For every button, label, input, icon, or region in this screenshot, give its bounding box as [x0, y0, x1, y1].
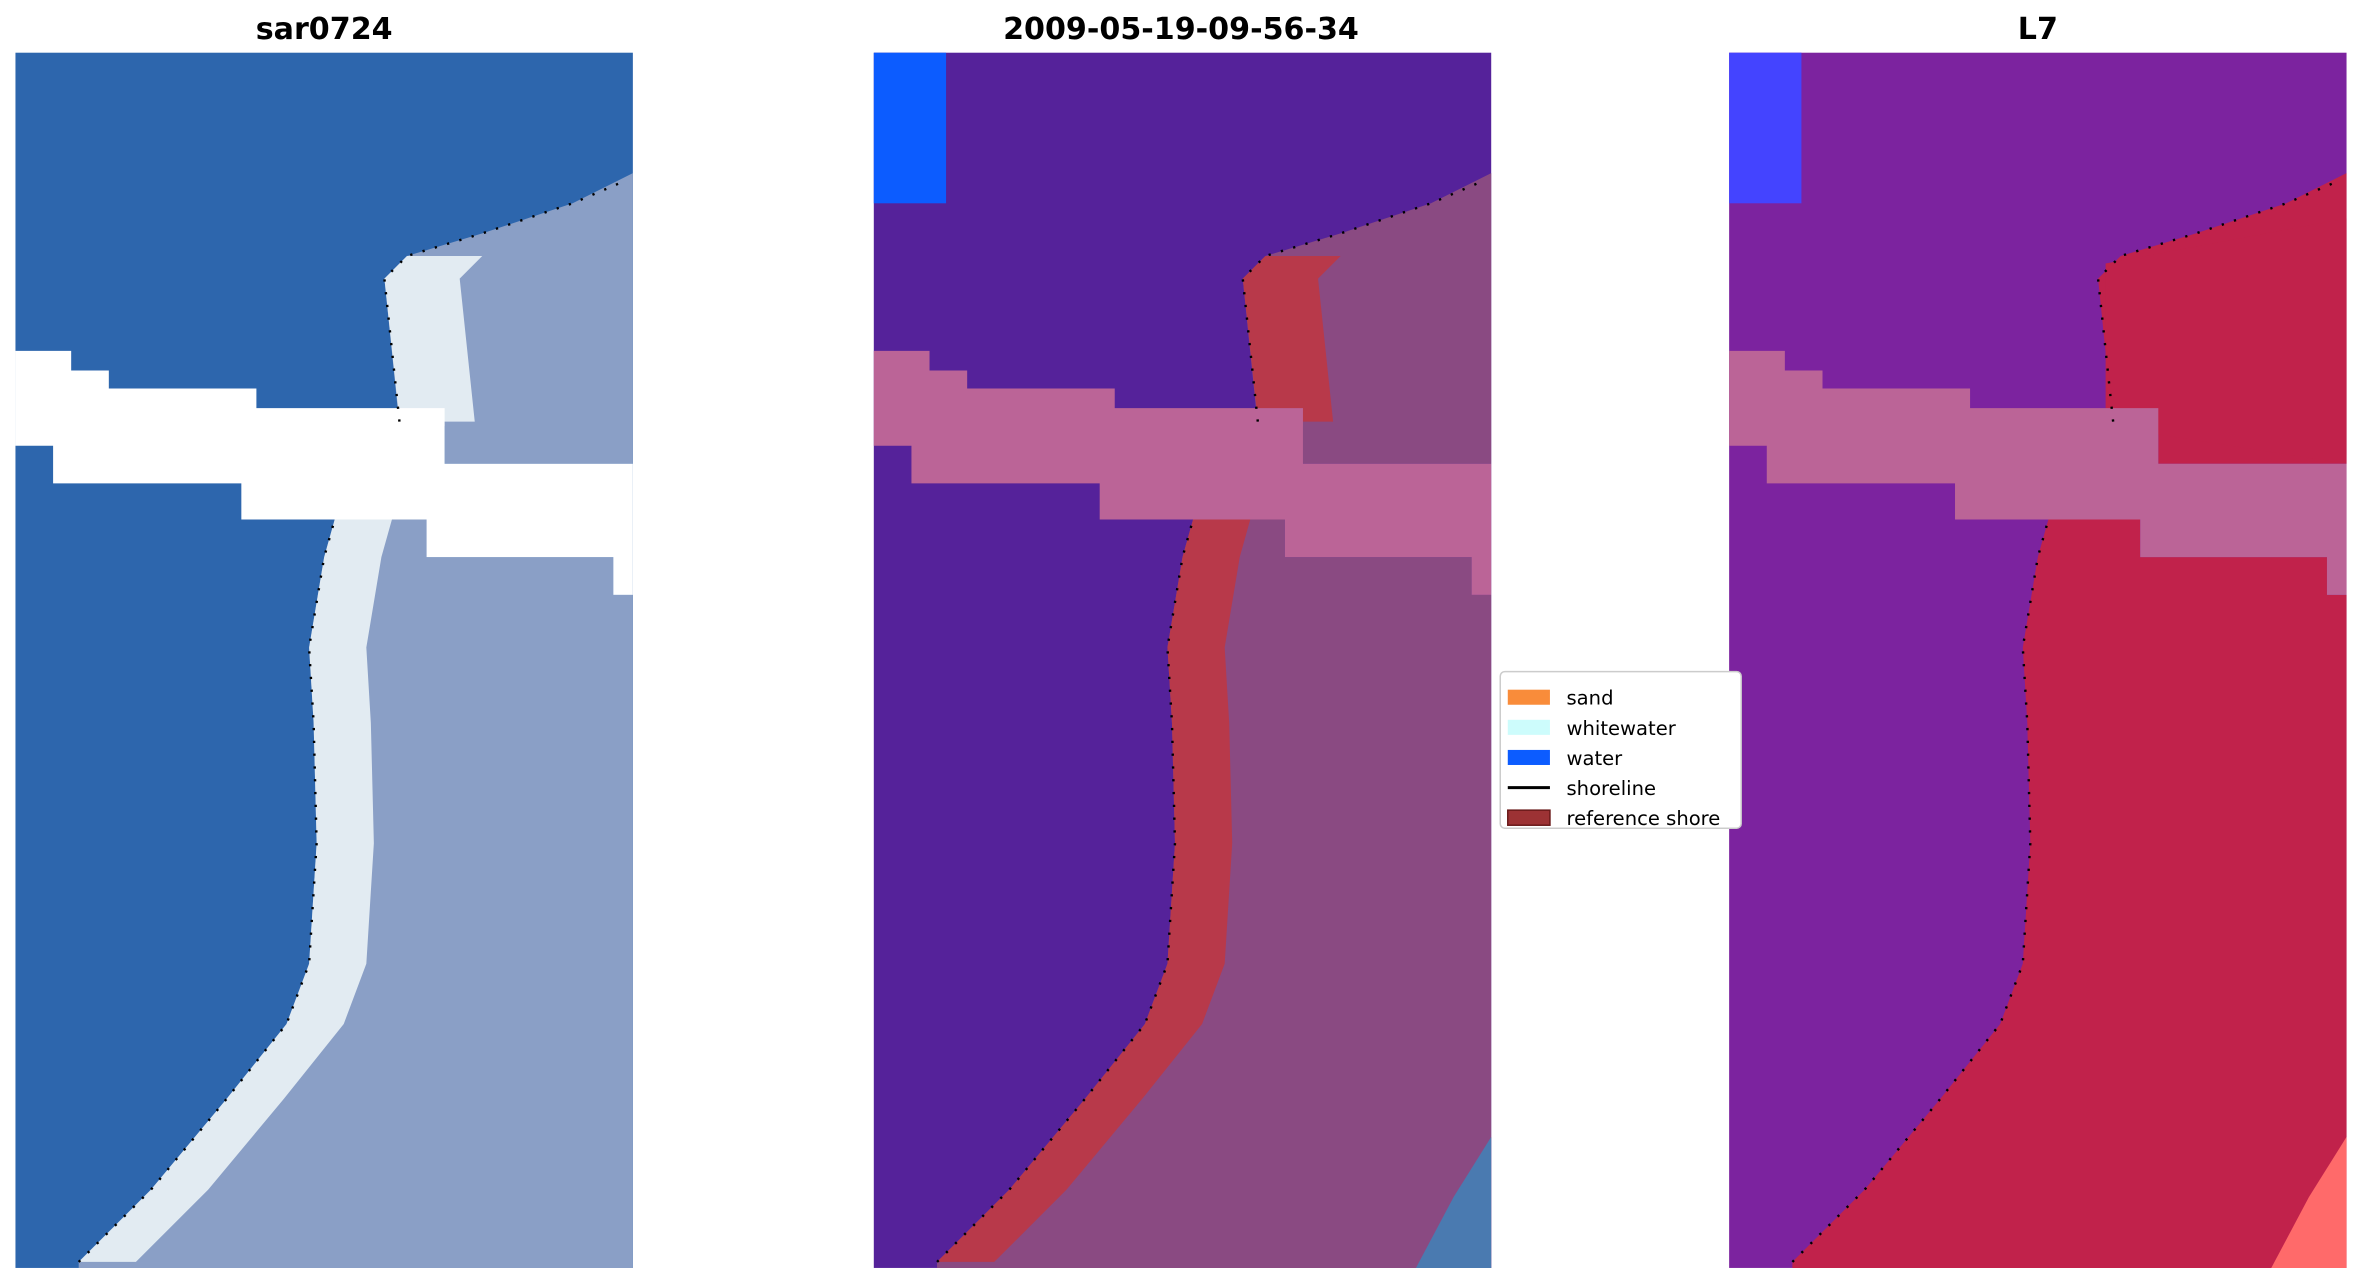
shoreline — [936, 519, 1195, 1263]
legend-label: sand — [1567, 687, 1614, 710]
legend-swatch-water — [1507, 749, 1550, 765]
legend-swatch-reference-shore — [1507, 809, 1551, 826]
sand-corner — [2271, 1136, 2347, 1268]
water-corner — [1415, 1136, 1492, 1268]
legend-frame — [1499, 670, 1742, 829]
legend-label: shoreline — [1567, 777, 1657, 800]
legend-label: whitewater — [1567, 717, 1677, 740]
legend: sand whitewater water shoreline reference sh… — [1499, 670, 1742, 830]
panel-title-3: L7 — [2018, 12, 2058, 47]
shoreline — [1791, 519, 2050, 1263]
land-region — [1792, 519, 2347, 1268]
shore-strip — [1242, 255, 1341, 422]
shore-strip — [384, 255, 483, 422]
shoreline — [2096, 179, 2340, 422]
nodata-band — [1729, 350, 2347, 595]
legend-swatch-whitewater — [1507, 719, 1550, 735]
water-class-corner — [1729, 52, 1802, 204]
land-region — [2105, 218, 2347, 464]
legend-label: reference shore — [1567, 807, 1721, 830]
image-panel-3 — [1729, 52, 2347, 1268]
shoreline — [1241, 179, 1485, 422]
shoreline — [77, 519, 336, 1263]
image-panel-2 — [873, 52, 1492, 1268]
legend-swatch-sand — [1507, 689, 1550, 705]
nodata-band — [873, 350, 1492, 595]
nodata-band — [15, 350, 633, 595]
shore-strip — [937, 519, 1251, 1262]
panel-title-2: 2009-05-19-09-56-34 — [1003, 12, 1359, 47]
panel-title-1: sar0724 — [256, 12, 393, 47]
shore-strip — [78, 519, 392, 1262]
legend-label: water — [1567, 747, 1624, 770]
image-panel-1 — [15, 52, 633, 1268]
shoreline — [383, 179, 626, 422]
water-class-corner — [873, 52, 947, 204]
